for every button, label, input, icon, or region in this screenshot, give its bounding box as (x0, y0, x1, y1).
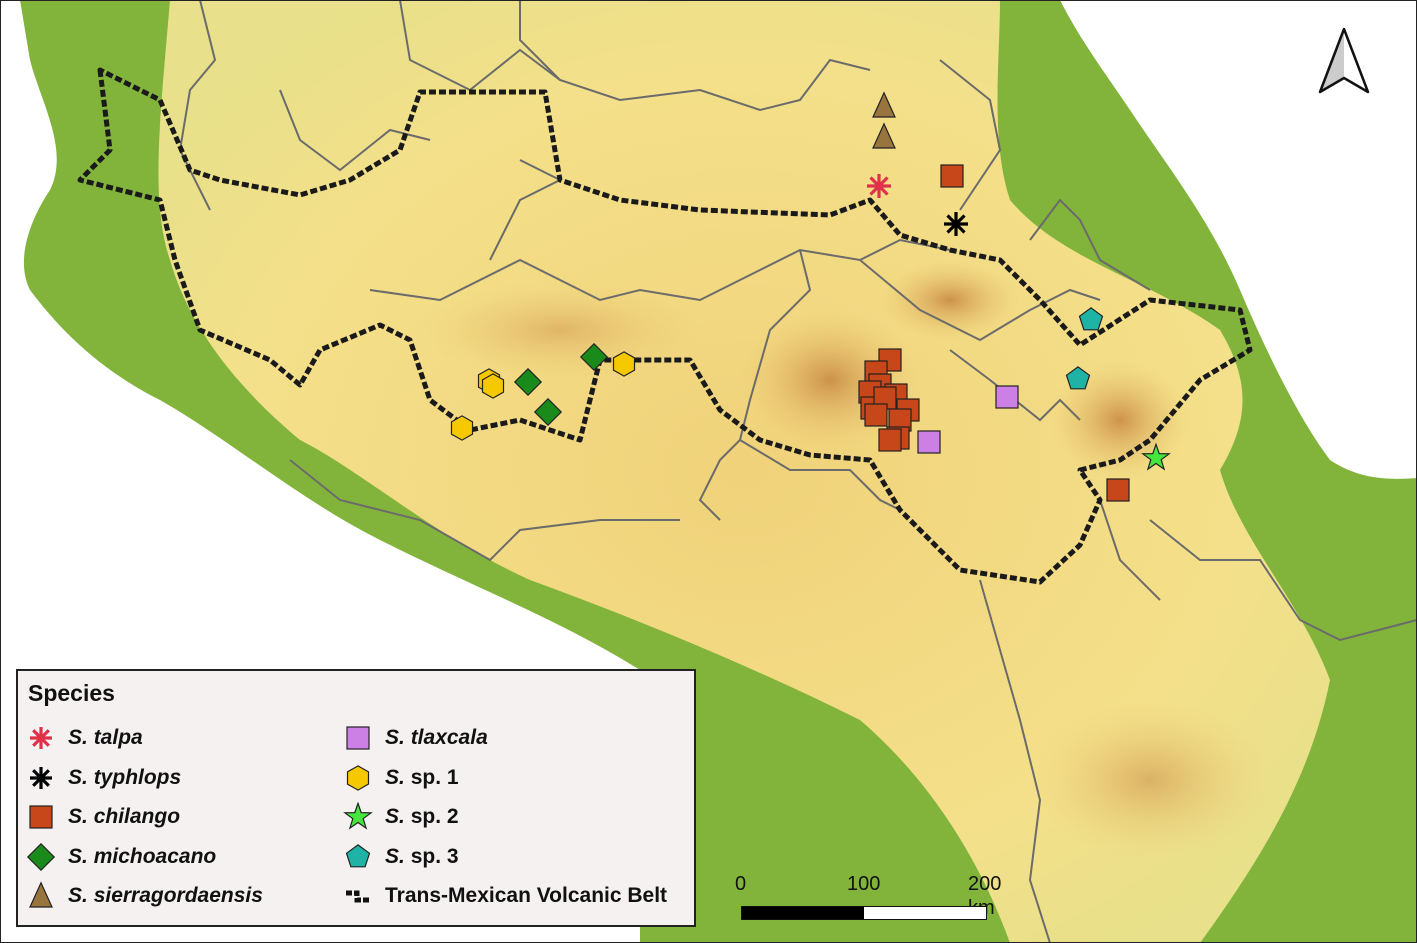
epithet: tlaxcala (410, 726, 488, 749)
highland (1030, 700, 1270, 860)
marker-chilango (1106, 478, 1130, 502)
marker-michoacano (533, 397, 563, 427)
epithet: sp. 1 (410, 765, 459, 789)
star-marker-icon (343, 802, 373, 830)
legend-item-sp2: S. sp. 2 (343, 802, 459, 832)
genus: S. (68, 765, 88, 789)
legend-item-sp3: S. sp. 3 (343, 842, 459, 872)
hexagon-marker-icon (346, 764, 370, 791)
north-arrow-icon (1318, 27, 1370, 94)
legend-item-typhlops: S. typhlops (26, 763, 181, 793)
legend-item-tmvb: Trans-Mexican Volcanic Belt (343, 881, 667, 911)
legend-label: S. michoacano (68, 844, 216, 870)
legend-item-tlaxcala: S. tlaxcala (343, 723, 488, 753)
marker-michoacano (579, 342, 609, 372)
legend-label: S. chilango (68, 804, 180, 830)
state-borders (178, 0, 1417, 943)
diamond-marker-icon (26, 842, 56, 871)
marker-tlaxcala (995, 385, 1019, 409)
legend-title: Species (28, 680, 115, 706)
legend-item-chilango: S. chilango (26, 802, 180, 832)
genus: S. (385, 765, 405, 789)
legend-label: S. tlaxcala (385, 725, 488, 751)
epithet: typhlops (93, 765, 182, 789)
marker-sierragordaensis (872, 91, 896, 118)
tmvb-boundary (77, 67, 1253, 585)
marker-sp3 (1078, 307, 1104, 331)
legend-label: S. talpa (68, 725, 143, 751)
genus: S. (385, 844, 405, 868)
legend-label: S. sp. 3 (385, 844, 459, 870)
marker-talpa (867, 174, 891, 198)
highland (880, 260, 1020, 340)
genus: S. (68, 844, 88, 868)
genus: S. (68, 805, 88, 828)
legend-label: S. sp. 2 (385, 804, 459, 830)
epithet: sp. 3 (410, 844, 459, 868)
legend-item-sp1: S. sp. 1 (343, 763, 459, 793)
marker-chilango (864, 403, 888, 427)
marker-sp1 (450, 415, 474, 441)
genus: S. (385, 726, 405, 749)
square-marker-icon (346, 726, 370, 750)
pentagon-marker-icon (345, 843, 371, 867)
marker-sp1 (481, 373, 505, 399)
marker-chilango (878, 428, 902, 452)
legend-label: Trans-Mexican Volcanic Belt (385, 884, 668, 907)
epithet: michoacano (93, 844, 217, 868)
epithet: talpa (93, 726, 143, 749)
legend-label: S. sp. 1 (385, 765, 459, 791)
scale-label-100: 100 (847, 873, 881, 895)
triangle-marker-icon (29, 881, 53, 908)
marker-tlaxcala (917, 430, 941, 454)
asterisk-marker-icon (30, 766, 52, 789)
genus: S. (68, 726, 88, 749)
legend-item-sierragordaensis: S. sierragordaensis (26, 881, 263, 911)
scale-bar: 0 100 200 km (733, 872, 1003, 932)
marker-typhlops (944, 212, 968, 236)
marker-sp2 (1141, 442, 1171, 471)
occurrence-markers (450, 91, 1171, 502)
square-marker-icon (29, 805, 53, 829)
genus: S. (68, 884, 88, 907)
legend-label: S. sierragordaensis (68, 883, 263, 909)
epithet: sp. 2 (410, 805, 459, 828)
marker-michoacano (513, 367, 543, 397)
asterisk-marker-icon (30, 727, 52, 749)
epithet: sierragordaensis (93, 884, 263, 907)
marker-sp3 (1065, 366, 1091, 390)
marker-sierragordaensis (872, 122, 896, 149)
highland (420, 280, 700, 380)
legend-label: S. typhlops (68, 765, 181, 791)
genus: S. (385, 805, 405, 828)
scale-label-0: 0 (735, 873, 747, 895)
scale-bar-graphic (741, 906, 987, 920)
legend: Species S. talpa S. typhlops S. chilango… (16, 669, 696, 927)
dashed-line-icon (346, 890, 370, 903)
marker-chilango (940, 164, 964, 188)
legend-item-talpa: S. talpa (26, 723, 143, 753)
legend-item-michoacano: S. michoacano (26, 842, 216, 872)
plateau (158, 0, 1330, 943)
epithet: chilango (93, 805, 181, 828)
marker-sp1 (612, 351, 636, 377)
